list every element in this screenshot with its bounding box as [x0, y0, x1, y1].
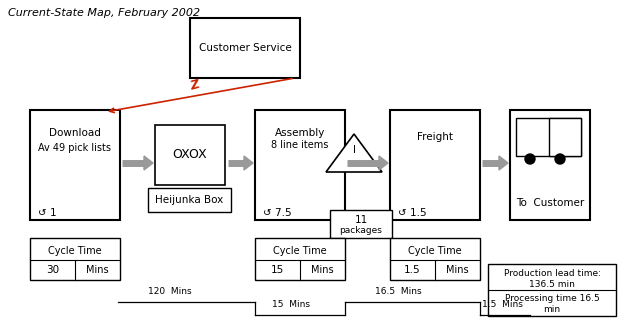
- Text: packages: packages: [339, 226, 383, 235]
- Bar: [30, 110, 120, 220]
- Text: Download: Download: [49, 128, 101, 138]
- Bar: [255, 110, 345, 220]
- Text: OXOX: OXOX: [173, 149, 207, 162]
- Text: Customer Service: Customer Service: [198, 43, 291, 53]
- Text: ↺ 7.5: ↺ 7.5: [263, 208, 291, 218]
- Text: 1.5: 1.5: [404, 265, 421, 275]
- Text: Cycle Time: Cycle Time: [48, 246, 102, 256]
- Text: 8 line items: 8 line items: [271, 140, 329, 150]
- Text: ↺ 1.5: ↺ 1.5: [398, 208, 427, 218]
- Text: Mins: Mins: [86, 265, 109, 275]
- Text: Processing time 16.5: Processing time 16.5: [505, 294, 600, 303]
- Text: Heijunka Box: Heijunka Box: [155, 195, 223, 205]
- Polygon shape: [379, 156, 388, 170]
- Text: 15  Mins: 15 Mins: [272, 300, 310, 309]
- Bar: [488, 264, 616, 316]
- Text: Mins: Mins: [446, 265, 469, 275]
- Text: Cycle Time: Cycle Time: [408, 246, 462, 256]
- Text: 16.5  Mins: 16.5 Mins: [375, 287, 422, 296]
- Bar: [516, 118, 581, 156]
- Text: 1.5  Mins: 1.5 Mins: [482, 300, 523, 309]
- Text: Mins: Mins: [311, 265, 334, 275]
- Circle shape: [555, 154, 565, 164]
- Text: Cycle Time: Cycle Time: [273, 246, 327, 256]
- Text: Z: Z: [189, 77, 201, 92]
- Text: To  Customer: To Customer: [516, 198, 584, 208]
- Bar: [390, 110, 480, 220]
- Text: 11: 11: [354, 215, 368, 225]
- Text: 136.5 min: 136.5 min: [529, 280, 575, 289]
- Text: I: I: [353, 145, 356, 155]
- Bar: [155, 125, 225, 185]
- Bar: [330, 210, 392, 238]
- Bar: [148, 188, 231, 212]
- Text: Assembly: Assembly: [275, 128, 325, 138]
- Bar: [30, 238, 120, 280]
- Text: 30: 30: [46, 265, 59, 275]
- Text: 15: 15: [271, 265, 284, 275]
- Polygon shape: [244, 156, 253, 170]
- Text: Production lead time:: Production lead time:: [504, 269, 600, 278]
- Bar: [390, 238, 480, 280]
- Bar: [510, 110, 590, 220]
- Text: ↺ 1: ↺ 1: [38, 208, 57, 218]
- Text: min: min: [544, 305, 560, 314]
- Polygon shape: [326, 134, 382, 172]
- Bar: [190, 18, 300, 78]
- Circle shape: [525, 154, 535, 164]
- Bar: [549, 118, 581, 156]
- Text: 120  Mins: 120 Mins: [148, 287, 192, 296]
- Text: Current-State Map, February 2002: Current-State Map, February 2002: [8, 8, 200, 18]
- Polygon shape: [144, 156, 153, 170]
- Polygon shape: [499, 156, 508, 170]
- Text: Freight: Freight: [417, 132, 453, 142]
- Bar: [255, 238, 345, 280]
- Text: Av 49 pick lists: Av 49 pick lists: [39, 143, 112, 153]
